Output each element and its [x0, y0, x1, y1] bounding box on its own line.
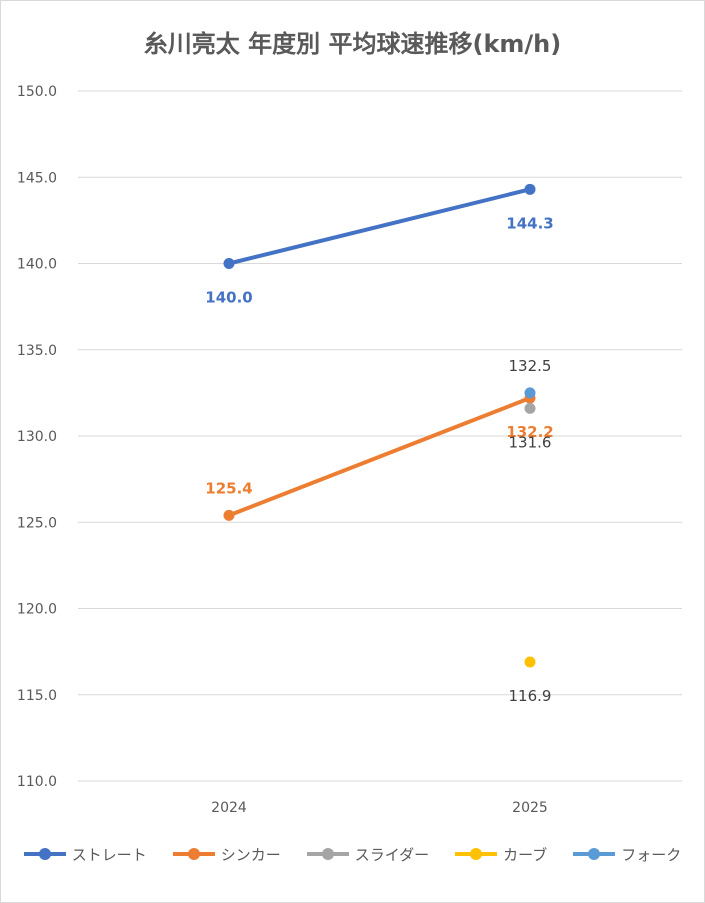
data-label: 132.2: [506, 423, 553, 441]
data-point: [524, 402, 536, 414]
chart-title: 糸川亮太 年度別 平均球速推移(km/h): [143, 30, 562, 58]
y-tick-label: 145.0: [17, 170, 57, 186]
x-tick-label: 2024: [211, 800, 247, 816]
legend-item: スライダー: [306, 844, 430, 865]
legend-item: フォーク: [573, 844, 681, 865]
data-label: 132.5: [509, 357, 552, 375]
legend-label: シンカー: [220, 845, 281, 864]
y-tick-label: 135.0: [17, 343, 57, 359]
y-tick-label: 115.0: [17, 688, 57, 704]
legend-marker: [23, 848, 66, 860]
series-line: [227, 187, 532, 266]
data-label: 116.9: [509, 687, 552, 705]
legend-label: スライダー: [354, 845, 430, 864]
legend-item: カーブ: [455, 844, 547, 865]
y-tick-label: 130.0: [17, 429, 57, 445]
legend-marker: [573, 848, 616, 860]
x-tick-label: 2025: [512, 800, 548, 816]
y-tick-label: 140.0: [17, 257, 57, 273]
data-label: 144.3: [506, 214, 553, 232]
y-tick-label: 125.0: [17, 515, 57, 531]
data-point: [524, 387, 536, 399]
y-tick-label: 150.0: [17, 84, 57, 100]
legend-label: フォーク: [621, 845, 682, 864]
legend-marker: [172, 848, 215, 860]
legend-marker: [306, 848, 349, 860]
legend-item: ストレート: [23, 844, 147, 865]
legend-marker: [455, 848, 498, 860]
data-label: 131.6: [509, 433, 552, 451]
data-label: 125.4: [205, 479, 252, 497]
legend: ストレート シンカー スライダー カーブ フォーク: [0, 841, 705, 867]
legend-item: シンカー: [172, 844, 281, 865]
y-tick-label: 120.0: [17, 602, 57, 618]
legend-label: ストレート: [71, 845, 147, 864]
data-point: [223, 509, 235, 521]
data-point: [524, 183, 536, 195]
legend-label: カーブ: [503, 845, 548, 864]
data-point: [524, 656, 536, 668]
data-point: [223, 258, 235, 269]
y-tick-label: 110.0: [17, 774, 57, 790]
data-label: 140.0: [205, 289, 252, 307]
series-line: [227, 396, 532, 518]
